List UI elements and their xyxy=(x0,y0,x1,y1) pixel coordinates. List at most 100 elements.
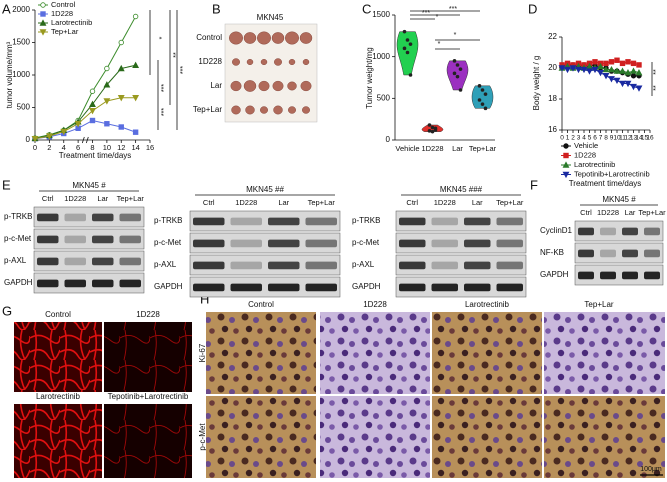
blot-band xyxy=(305,217,337,226)
y-tick-label: 1500 xyxy=(372,10,390,19)
significance: *** xyxy=(449,6,457,13)
panel-label: B xyxy=(212,1,221,16)
marker xyxy=(619,80,626,88)
row-label: Lar xyxy=(210,81,222,90)
legend-label: Larotrectinib xyxy=(574,160,615,169)
blot-band xyxy=(119,235,141,244)
marker xyxy=(89,117,96,124)
marker xyxy=(60,128,68,136)
blot-row-label: p-AXL xyxy=(154,260,177,269)
lane-label: 1D228 xyxy=(64,194,86,203)
lane-label: Ctrl xyxy=(203,198,215,207)
tumor xyxy=(245,105,255,115)
blot-band xyxy=(399,261,426,270)
marker xyxy=(624,80,632,88)
marker xyxy=(630,83,637,91)
lane-label: Lar xyxy=(97,194,108,203)
data-point xyxy=(483,92,488,96)
marker xyxy=(563,143,569,149)
blot-band xyxy=(496,283,523,292)
marker xyxy=(104,121,110,127)
blot-membrane xyxy=(395,276,527,298)
x-tick-label: 4 xyxy=(62,143,66,152)
x-tick-label: 10 xyxy=(613,135,621,142)
blot-band xyxy=(464,261,491,270)
lane-label: Tep+Lar xyxy=(117,194,145,203)
tumor xyxy=(299,32,313,44)
marker xyxy=(117,95,125,102)
marker xyxy=(613,67,621,74)
blot-row-label: p-TRKB xyxy=(4,212,32,221)
blot-row-label: GAPDH xyxy=(154,282,183,291)
marker xyxy=(89,108,96,115)
tumor xyxy=(257,31,271,45)
blot-band xyxy=(268,283,300,292)
y-tick-label: 16 xyxy=(548,125,557,134)
marker xyxy=(635,85,643,92)
fluorescence-image xyxy=(104,404,192,478)
blot-band xyxy=(268,217,300,226)
x-tick-label: 14 xyxy=(131,143,139,152)
tumor xyxy=(246,59,254,66)
x-tick-label: 11 xyxy=(619,135,626,142)
image-label: 1D228 xyxy=(136,310,160,319)
data-point xyxy=(458,88,463,92)
ihc-image xyxy=(544,396,665,478)
blot-band xyxy=(578,271,594,280)
blot-band xyxy=(305,239,337,248)
blot-title: MKN45 ### xyxy=(440,185,483,194)
x-tick-label: 2 xyxy=(571,135,575,142)
panel-label: H xyxy=(200,291,209,306)
blot-band xyxy=(305,283,337,292)
data-point xyxy=(480,102,485,106)
blot-band xyxy=(600,227,616,236)
x-tick-label: 12 xyxy=(117,143,125,152)
blot-band xyxy=(305,261,337,270)
data-point xyxy=(433,126,438,131)
blot-title: MKN45 # xyxy=(602,195,636,204)
significance: * xyxy=(159,36,166,39)
panel-label: F xyxy=(530,177,538,192)
blot-band xyxy=(37,213,59,222)
row-label: Ki-67 xyxy=(198,343,207,362)
data-point xyxy=(427,123,432,127)
y-tick-label: 0 xyxy=(386,135,391,144)
x-tick-label: 1D228 xyxy=(421,144,443,153)
tumor xyxy=(273,105,283,115)
marker xyxy=(613,77,621,84)
blot-band xyxy=(37,235,59,244)
marker xyxy=(619,67,626,74)
y-tick-label: 500 xyxy=(17,103,31,112)
data-point xyxy=(427,129,432,133)
blot-row-label: p-c-Met xyxy=(4,234,32,243)
blot-band xyxy=(464,283,491,292)
blot-membrane xyxy=(33,250,145,272)
marker xyxy=(45,133,53,140)
blot-band xyxy=(193,261,225,270)
data-point xyxy=(430,125,435,130)
blot-band xyxy=(578,227,594,236)
blot-row-label: GAPDH xyxy=(352,282,381,291)
panel-label: G xyxy=(2,303,12,318)
significance: ** xyxy=(173,52,180,58)
y-tick-label: 2000 xyxy=(12,5,30,14)
ihc-image xyxy=(432,396,542,478)
marker xyxy=(597,62,604,70)
blot-band xyxy=(230,261,262,270)
data-point xyxy=(477,84,482,88)
blot-row-label: NF-KB xyxy=(540,248,564,257)
x-tick-label: 0 xyxy=(33,143,37,152)
significance: ** xyxy=(653,69,660,75)
blot-band xyxy=(600,271,616,280)
x-tick-label: Vehicle xyxy=(395,144,419,153)
blot-band xyxy=(644,271,660,280)
blot-band xyxy=(496,239,523,248)
marker xyxy=(562,171,570,179)
marker xyxy=(635,69,643,76)
blot-band xyxy=(64,213,86,222)
x-tick-label: 6 xyxy=(76,143,80,152)
fluorescence-image xyxy=(14,322,102,392)
marker xyxy=(118,39,124,46)
data-point xyxy=(452,71,457,76)
